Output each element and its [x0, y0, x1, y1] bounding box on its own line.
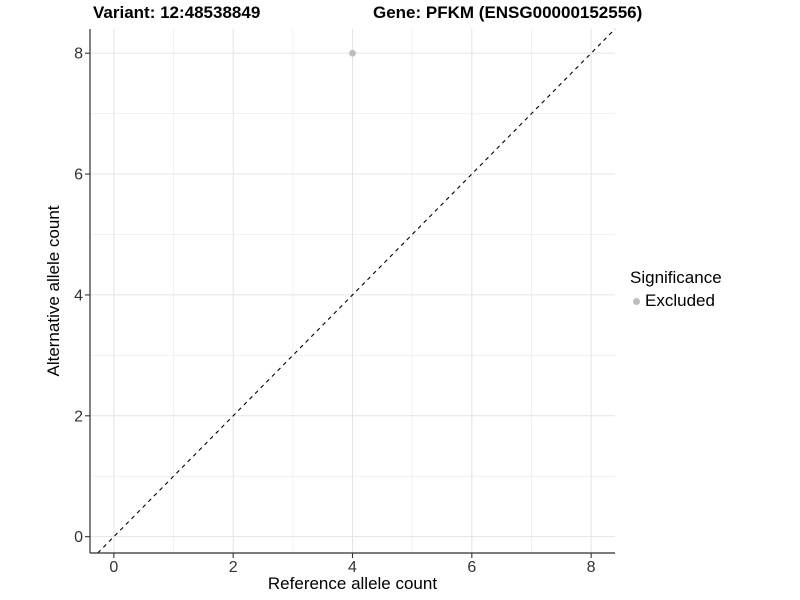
x-tick-label: 6 — [467, 559, 476, 576]
legend: Significance Excluded — [630, 268, 722, 311]
y-tick-label: 2 — [74, 408, 83, 425]
x-tick-label: 2 — [229, 559, 238, 576]
y-tick-label: 6 — [74, 167, 83, 184]
x-tick-label: 4 — [348, 559, 357, 576]
data-point — [349, 49, 356, 57]
plot-title-gene: Gene: PFKM (ENSG00000152556) — [373, 3, 643, 22]
plot-title-variant: Variant: 12:48538849 — [93, 3, 261, 22]
x-tick-label: 8 — [587, 559, 596, 576]
legend-item-label: Excluded — [645, 291, 715, 310]
legend-title: Significance — [630, 268, 722, 287]
y-tick-label: 4 — [74, 287, 83, 304]
x-tick-label: 0 — [109, 559, 118, 576]
y-tick-label: 8 — [74, 46, 83, 63]
legend-item-excluded: Excluded — [630, 291, 722, 311]
excluded-point-icon — [633, 297, 640, 305]
x-axis-title: Reference allele count — [267, 574, 438, 593]
identity-line — [97, 28, 616, 554]
y-tick-label: 0 — [74, 529, 83, 546]
y-axis-title: Alternative allele count — [44, 205, 63, 377]
